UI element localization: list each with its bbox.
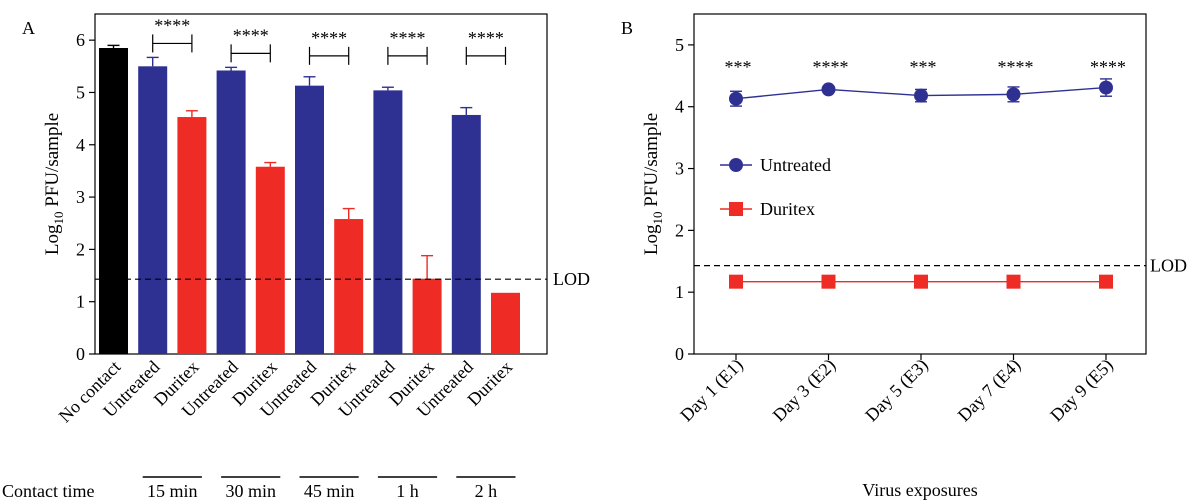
panel-a-y-tick-label: 3 [76, 187, 85, 207]
panel-a-x-tick-label: Duritex [463, 357, 516, 410]
panel-a-bar-4 [255, 166, 285, 354]
contact-time-value: 45 min [304, 481, 355, 501]
panel-b-x-tick-label: Day 7 (E4) [954, 355, 1025, 426]
panel-a-bar-1 [138, 66, 168, 355]
panel-a-ylabel-rest: PFU/sample [42, 113, 63, 212]
panel-b-point-0-2 [914, 88, 928, 103]
panel-b-point-1-1 [821, 274, 836, 289]
panel-b-ylabel-rest: PFU/sample [641, 113, 662, 212]
panel-b-x-tick-labels: Day 1 (E1) Day 3 (E2) Day 5 (E3) Day 7 (E4)… [676, 355, 1117, 426]
panel-a-bar-9 [451, 114, 481, 354]
panel-b-significance: *** **** *** **** **** [725, 57, 1127, 77]
panel-b-lod-label: LOD [1150, 256, 1187, 276]
panel-b-xlabel: Virus exposures [862, 480, 977, 500]
contact-time-value: 30 min [225, 481, 276, 501]
panel-a-bar-3 [216, 70, 246, 354]
panel-b-y-tick-label: 4 [675, 97, 684, 117]
panel-a-sig-label: **** [154, 15, 190, 35]
panel-b-x-tick-label: Day 9 (E5) [1046, 355, 1117, 426]
panel-a-sig-label: **** [311, 28, 347, 48]
panel-b-point-0-1 [821, 82, 836, 97]
panel-a-lod-label: LOD [553, 269, 590, 289]
panel-b-y-tick-label: 0 [675, 344, 684, 364]
panel-b-sig-label: *** [910, 57, 937, 77]
contact-time-label: Contact time [2, 481, 94, 501]
panel-a-ylabel-main: Log [42, 224, 63, 255]
panel-b-legend-marker [729, 202, 743, 216]
contact-time-value: 1 h [396, 481, 419, 501]
panel-a-y-tick-label: 2 [76, 239, 85, 259]
panel-a-bar-0 [99, 48, 128, 354]
contact-times: 15 min 30 min 45 min 1 h 2 h [142, 476, 516, 501]
panel-b-legend: Untreated Duritex [720, 155, 831, 219]
panel-b-series [729, 78, 1113, 289]
panel-a-y-tick-label: 0 [76, 344, 85, 364]
panel-a-label: A [22, 18, 35, 38]
panel-a-bar-7 [373, 90, 403, 354]
panel-b-x-tick-label: Day 3 (E2) [769, 355, 840, 426]
panel-a-x-tick-labels: No contactUntreatedDuritexUntreatedDurit… [55, 357, 517, 427]
panel-b-point-0-3 [1006, 87, 1021, 102]
panel-b-legend-label: Untreated [760, 155, 831, 175]
panel-b-point-0-0 [729, 91, 743, 106]
panel-a-significance: **** **** **** **** **** [152, 15, 507, 65]
panel-b-point-1-4 [1099, 274, 1113, 289]
panel-b-y-tick-label: 3 [675, 159, 684, 179]
panel-b-point-1-0 [729, 274, 743, 289]
panel-b-point-1-3 [1006, 274, 1021, 289]
panel-b-x-tick-label: Day 1 (E1) [676, 355, 747, 426]
panel-b-ylabel-sub: 10 [650, 212, 665, 225]
panel-a-y-tick-label: 5 [76, 82, 85, 102]
panel-b-sig-label: **** [1090, 57, 1126, 77]
panel-b-label: B [621, 18, 633, 38]
panel-b-y-axis: 0 1 2 3 4 5 [675, 35, 1107, 364]
panel-a-ylabel: Log10 PFU/sample [42, 113, 66, 255]
panel-b-plot-frame [693, 13, 1147, 355]
panel-b-y-tick-label: 1 [675, 282, 684, 302]
panel-b-sig-label: *** [725, 57, 752, 77]
panel-a-y-tick-label: 6 [76, 30, 85, 50]
panel-a-sig-label: **** [390, 28, 426, 48]
panel-b-point-0-4 [1099, 80, 1113, 95]
panel-a-bar-10 [491, 292, 520, 354]
panel-a-bar-8 [412, 278, 442, 354]
panel-b-sig-label: **** [813, 57, 849, 77]
panel-a-y-tick-label: 1 [76, 292, 85, 312]
panel-a-sig-label: **** [468, 28, 504, 48]
panel-b-legend-marker [729, 158, 743, 172]
panel-b-sig-label: **** [998, 57, 1034, 77]
panel-b-legend-label: Duritex [760, 199, 815, 219]
contact-time-value: 15 min [147, 481, 198, 501]
panel-a-bar-6 [334, 219, 364, 354]
panel-a-ylabel-sub: 10 [51, 212, 66, 225]
panel-a-bars [99, 44, 520, 355]
panel-b-ylabel: Log10 PFU/sample [641, 113, 665, 255]
panel-a-y-axis: 0 1 2 3 4 5 6 [76, 30, 95, 364]
panel-b-y-tick-label: 2 [675, 220, 684, 240]
panel-b-point-1-2 [914, 274, 928, 289]
contact-time-value: 2 h [475, 481, 498, 501]
panel-b-ylabel-main: Log [641, 224, 662, 255]
panel-b-y-tick-label: 5 [675, 35, 684, 55]
panel-a-y-tick-label: 4 [76, 135, 85, 155]
panel-a-bar-5 [295, 85, 324, 355]
panel-a-sig-label: **** [233, 25, 269, 45]
panel-b-x-tick-label: Day 5 (E3) [861, 355, 932, 426]
panel-a-bar-2 [177, 117, 207, 355]
